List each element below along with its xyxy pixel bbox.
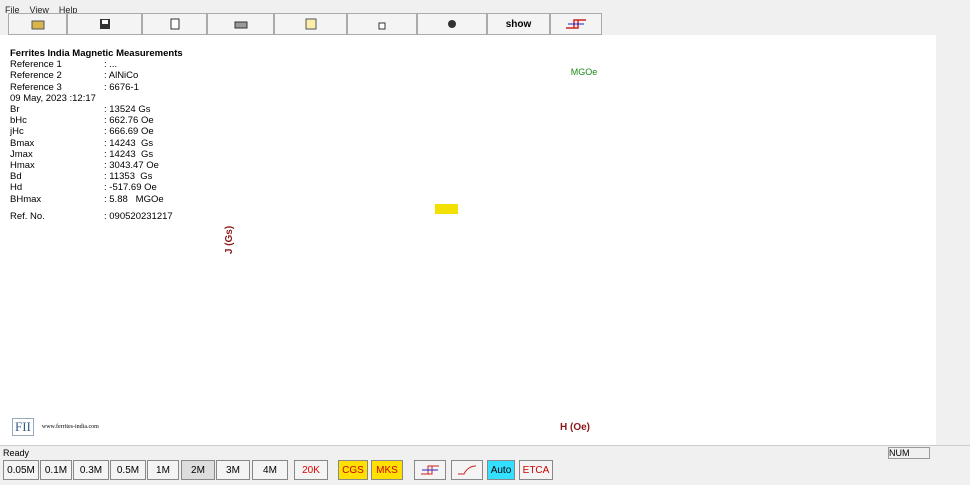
client-area	[0, 35, 936, 445]
menu-item[interactable]: View	[29, 5, 49, 15]
info-label: Bd	[10, 171, 22, 183]
show-button[interactable]: show	[487, 13, 550, 35]
range-button[interactable]: 2M	[181, 460, 215, 480]
info-row: Bmax : 14243 Gs	[10, 138, 183, 149]
unit-button[interactable]: CGS	[338, 460, 368, 480]
info-value: : 6676-1	[104, 81, 139, 93]
info-label: Br	[10, 104, 20, 116]
side-gap	[936, 35, 970, 445]
ref-label: Ref. No.	[10, 210, 45, 222]
info-label: jHc	[10, 126, 24, 138]
range-button[interactable]: 0.5M	[110, 460, 146, 480]
new-button[interactable]	[142, 13, 207, 35]
info-value: : 666.69 Oe	[104, 126, 154, 138]
info-value: : -517.69 Oe	[104, 182, 157, 194]
info-row: bHc : 662.76 Oe	[10, 115, 183, 126]
x-axis-label: H (Oe)	[560, 422, 590, 433]
info-row: jHc : 666.69 Oe	[10, 126, 183, 137]
status-text: Ready	[3, 448, 30, 458]
info-row: Jmax : 14243 Gs	[10, 149, 183, 160]
etca-button[interactable]: ETCA	[519, 460, 553, 480]
info-row: Reference 1 : ...	[10, 59, 183, 70]
range-button[interactable]: 1M	[147, 460, 179, 480]
info-row: 09 May, 2023 :12:17	[10, 93, 183, 104]
info-value: : 14243 Gs	[104, 148, 154, 160]
range-button[interactable]: 0.1M	[40, 460, 72, 480]
range-button[interactable]: 3M	[216, 460, 250, 480]
menu-item[interactable]: Help	[58, 5, 78, 15]
save-button[interactable]	[67, 13, 142, 35]
note-button[interactable]	[274, 13, 347, 35]
range-button[interactable]: 0.05M	[3, 460, 39, 480]
logo: FII www.ferrites-india.com	[12, 418, 99, 436]
info-value: : AlNiCo	[104, 70, 139, 82]
info-value: : 13524 Gs	[104, 104, 151, 116]
loop-mode-button[interactable]	[414, 460, 446, 480]
loop-button[interactable]	[550, 13, 602, 35]
auto-button[interactable]: Auto	[487, 460, 515, 480]
x2-axis-label: MGOe	[571, 67, 598, 77]
info-rows: Reference 1: ... Reference 2: AlNiCo Refer…	[10, 59, 183, 205]
logo-url: www.ferrites-india.com	[41, 424, 99, 430]
range-button[interactable]: 4M	[252, 460, 288, 480]
info-value: : ...	[104, 59, 118, 71]
info-title: Ferrites India Magnetic Measurements	[10, 48, 183, 59]
info-row: Br : 13524 Gs	[10, 104, 183, 115]
info-row: Reference 2 : AlNiCo	[10, 70, 183, 81]
hand-button[interactable]	[347, 13, 417, 35]
print-button[interactable]	[207, 13, 274, 35]
info-value: : 662.76 Oe	[104, 115, 154, 127]
info-value: : 14243 Gs	[104, 137, 154, 149]
info-label: Bmax	[10, 137, 35, 149]
info-label: Hmax	[10, 160, 35, 172]
info-row: Hd : -517.69 Oe	[10, 182, 183, 193]
info-label: Reference 2	[10, 70, 62, 82]
info-row: Hmax : 3043.47 Oe	[10, 160, 183, 171]
info-row: Bd : 11353 Gs	[10, 171, 183, 182]
info-label: Reference 3	[10, 81, 62, 93]
info-label: BHmax	[10, 193, 42, 205]
num-indicator: NUM	[888, 447, 930, 459]
menu-bar: File View Help	[5, 0, 87, 18]
unit-button[interactable]: MKS	[371, 460, 403, 480]
curve-mode-button[interactable]	[451, 460, 483, 480]
info-label: 09 May, 2023 :12:17	[10, 92, 96, 104]
status-bar: Ready NUM	[0, 445, 970, 460]
ref-value: : 090520231217	[104, 210, 173, 222]
marker	[435, 204, 458, 214]
info-row: BHmax : 5.88 MGOe	[10, 194, 183, 205]
info-row: Reference 3 : 6676-1	[10, 82, 183, 93]
info-label: Reference 1	[10, 59, 62, 71]
info-label: Jmax	[10, 148, 33, 160]
info-value: : 3043.47 Oe	[104, 160, 159, 172]
info-value: : 5.88 MGOe	[104, 193, 164, 205]
menu-item[interactable]: File	[5, 5, 20, 15]
info-label: Hd	[10, 182, 23, 194]
y-axis-label: J (Gs)	[224, 226, 235, 254]
chart: H (Oe) J (Gs) MGOe	[224, 67, 598, 433]
logo-mark: FII	[12, 418, 34, 436]
range-button[interactable]: 0.3M	[73, 460, 109, 480]
info-value: : 11353 Gs	[104, 171, 153, 183]
field-button[interactable]: 20K	[294, 460, 328, 480]
settings-button[interactable]	[417, 13, 487, 35]
info-label: bHc	[10, 115, 27, 127]
open-button[interactable]: -14000-12000-10000-8000-6000-4000-200002…	[8, 13, 67, 35]
info-panel: Ferrites India Magnetic Measurements Ref…	[10, 48, 183, 222]
ref-row: Ref. No. : 090520231217	[10, 211, 183, 222]
